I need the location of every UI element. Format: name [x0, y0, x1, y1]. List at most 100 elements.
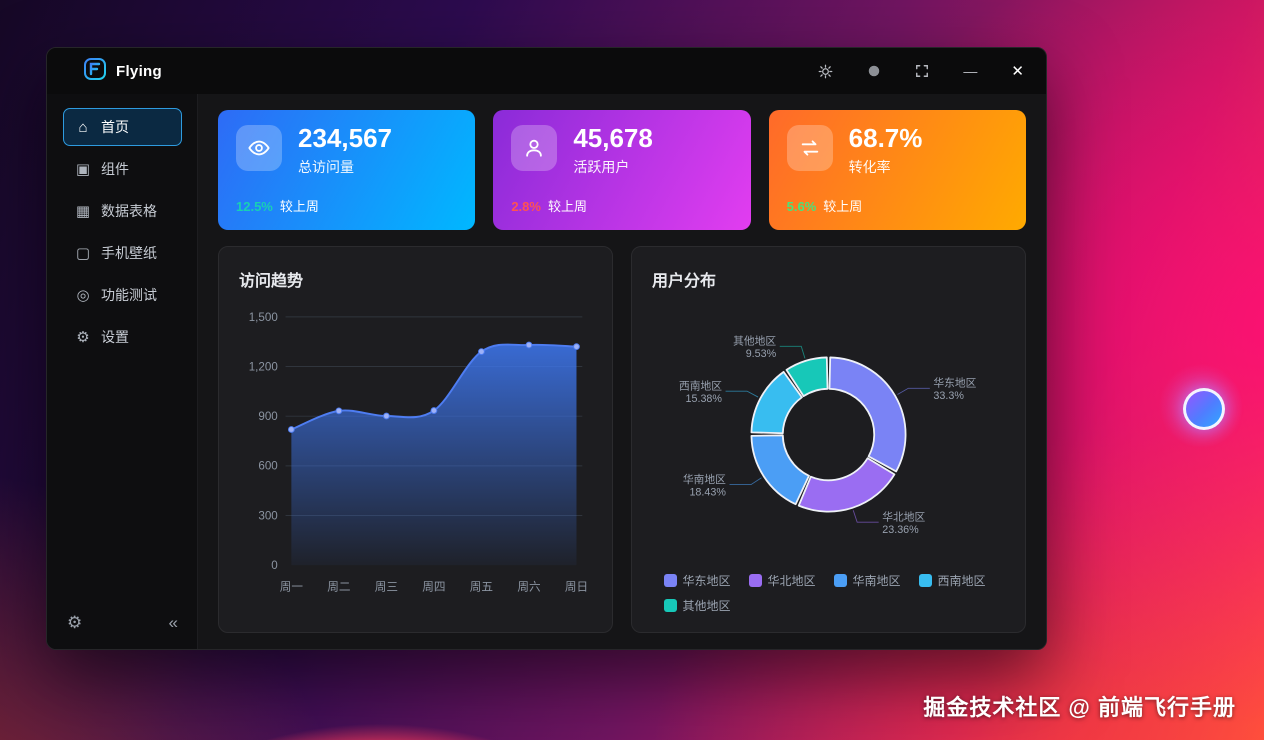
svg-text:周六: 周六	[517, 580, 541, 593]
legend-label: 其他地区	[682, 599, 731, 613]
legend-swatch	[663, 574, 677, 587]
exchange-icon	[786, 125, 833, 171]
sidebar-item-test[interactable]: ◎ 功能测试	[63, 276, 182, 314]
app-logo: Flying	[47, 57, 197, 86]
stats-row: 234,567 总访问量 12.5% 较上周 45,678 活跃用户 2.8% 较上周 68.7…	[218, 110, 1026, 230]
trend-point[interactable]	[287, 426, 295, 433]
sidebar-item-label: 手机壁纸	[101, 245, 157, 261]
legend-swatch	[748, 574, 762, 587]
minimize-button[interactable]: —	[963, 63, 978, 79]
close-button[interactable]: ✕	[1011, 62, 1024, 80]
donut-label-name: 华南地区	[683, 473, 726, 486]
sidebar-item-label: 首页	[101, 119, 129, 135]
trend-point[interactable]	[383, 412, 390, 420]
sidebar-footer: ⚙ «	[63, 613, 182, 633]
legend-item[interactable]: 华南地区	[833, 572, 901, 589]
donut-segment[interactable]	[750, 370, 803, 435]
legend-item[interactable]: 华东地区	[663, 572, 731, 589]
svg-text:1,200: 1,200	[249, 360, 279, 373]
svg-text:600: 600	[258, 460, 278, 473]
stat-label: 总访问量	[298, 159, 354, 176]
stat-card-conversion-rate: 68.7% 转化率 5.6% 较上周	[768, 110, 1026, 230]
donut-label-percent: 23.36%	[882, 524, 919, 536]
sidebar-menu: ⌂ 首页 ▣ 组件 ▦ 数据表格 ▢ 手机壁纸 ◎ 功能测试 ⚙ 设置	[63, 108, 182, 360]
floating-ball-button[interactable]	[1183, 388, 1225, 430]
sidebar-item-component[interactable]: ▣ 组件	[63, 150, 182, 188]
legend-item[interactable]: 其他地区	[663, 597, 731, 614]
fullscreen-icon[interactable]	[915, 64, 929, 78]
donut-label-percent: 15.38%	[686, 393, 723, 405]
stat-value: 234,567	[298, 123, 392, 153]
sidebar-item-label: 组件	[101, 161, 129, 177]
legend-label: 华北地区	[767, 574, 816, 588]
svg-text:周一: 周一	[280, 580, 304, 593]
stat-label: 转化率	[848, 159, 891, 176]
trend-point[interactable]	[573, 343, 580, 351]
sidebar-settings-icon[interactable]: ⚙	[67, 613, 83, 632]
donut-label-name: 西南地区	[679, 379, 722, 392]
dist-legend: 华东地区 华北地区 华南地区 西南地区其他地区	[663, 572, 994, 614]
titlebar: Flying — ✕	[47, 48, 1046, 94]
donut-label-percent: 9.53%	[746, 348, 777, 360]
stat-delta: 12.5%	[236, 199, 273, 214]
stat-compare-label: 较上周	[823, 199, 863, 214]
sidebar-item-label: 设置	[101, 329, 129, 345]
stat-compare-label: 较上周	[547, 199, 587, 214]
donut-label-percent: 33.3%	[933, 390, 964, 402]
trend-chart-title: 访问趋势	[239, 273, 304, 290]
svg-text:周五: 周五	[470, 580, 493, 593]
stat-card-active-users: 45,678 活跃用户 2.8% 较上周	[493, 110, 751, 230]
trend-area	[291, 344, 577, 566]
trend-chart-card: 访问趋势 0 300 600 900 1,200 1,500 周一 周二 周三 周四 周五 周六 周日	[218, 246, 613, 633]
svg-text:0: 0	[271, 559, 278, 572]
distribution-chart-card: 用户分布 华东地区 33.3% 华北地区 23.36% 华南地区 18.43% 西南地区 15…	[631, 246, 1026, 633]
stat-delta: 5.6%	[786, 199, 817, 214]
table-icon: ▦	[75, 203, 91, 220]
donut-chart: 华东地区 33.3% 华北地区 23.36% 华南地区 18.43% 西南地区 15.38% 其…	[652, 299, 1005, 570]
donut-label-name: 华北地区	[882, 510, 925, 523]
sidebar-item-table[interactable]: ▦ 数据表格	[63, 192, 182, 230]
svg-text:1,500: 1,500	[249, 311, 279, 324]
sidebar-item-home[interactable]: ⌂ 首页	[63, 108, 182, 146]
globe-icon[interactable]	[867, 64, 881, 78]
flying-logo-icon	[83, 57, 107, 86]
trend-point[interactable]	[430, 407, 438, 414]
collapse-sidebar-icon[interactable]: «	[168, 613, 178, 632]
legend-swatch	[663, 599, 677, 612]
stat-delta: 2.8%	[511, 199, 541, 214]
svg-text:周四: 周四	[422, 580, 445, 593]
donut-segment[interactable]	[750, 434, 810, 506]
legend-item[interactable]: 西南地区	[918, 572, 986, 589]
svg-text:周日: 周日	[565, 580, 588, 593]
legend-item[interactable]: 华北地区	[748, 572, 816, 589]
trend-point[interactable]	[525, 341, 533, 349]
trend-point[interactable]	[478, 348, 485, 355]
legend-label: 华东地区	[682, 574, 731, 588]
sidebar-item-wallpaper[interactable]: ▢ 手机壁纸	[63, 234, 182, 272]
sidebar-item-settings[interactable]: ⚙ 设置	[63, 318, 182, 356]
sidebar-item-label: 功能测试	[101, 287, 157, 303]
stat-compare-label: 较上周	[279, 199, 319, 214]
svg-text:周三: 周三	[375, 580, 398, 593]
legend-swatch	[833, 574, 847, 587]
theme-toggle-icon[interactable]	[818, 64, 833, 79]
distribution-chart-title: 用户分布	[652, 273, 717, 290]
wallpaper-icon: ▢	[75, 245, 91, 262]
trend-point[interactable]	[335, 407, 343, 415]
charts-row: 访问趋势 0 300 600 900 1,200 1,500 周一 周二 周三 周四 周五 周六 周日 …	[218, 246, 1026, 633]
donut-segment[interactable]	[797, 457, 896, 513]
trend-svg: 0 300 600 900 1,200 1,500 周一 周二 周三 周四 周五 周六 周日	[249, 311, 588, 594]
main-content: 234,567 总访问量 12.5% 较上周 45,678 活跃用户 2.8% 较上周 68.7…	[198, 94, 1046, 649]
titlebar-actions: — ✕	[818, 64, 1046, 79]
watermark-text: 掘金技术社区 @ 前端飞行手册	[923, 695, 1236, 720]
donut-segment[interactable]	[785, 356, 829, 398]
component-icon: ▣	[75, 161, 91, 178]
legend-label: 西南地区	[937, 574, 986, 588]
donut-label-percent: 18.43%	[689, 486, 726, 498]
stat-value: 68.7%	[848, 123, 923, 153]
donut-label-name: 其他地区	[733, 335, 776, 348]
svg-text:900: 900	[258, 410, 278, 423]
donut-segment[interactable]	[828, 356, 907, 473]
settings-icon: ⚙	[76, 329, 90, 346]
